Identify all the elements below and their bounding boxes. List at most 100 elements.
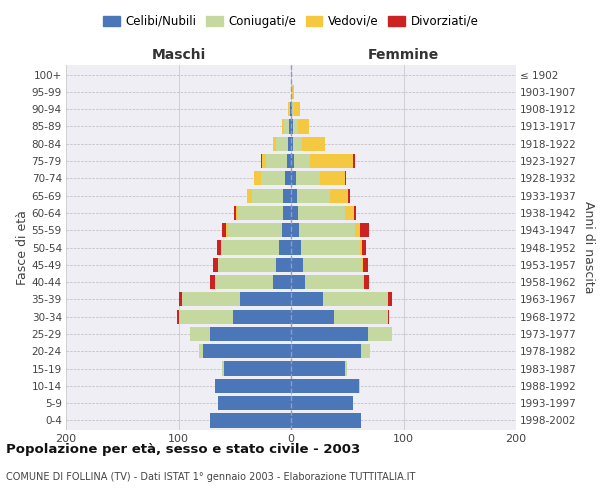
Bar [345, 206, 354, 220]
Bar [291, 362, 345, 376]
Bar [210, 275, 215, 289]
Bar [304, 258, 362, 272]
Bar [301, 240, 359, 254]
Bar [260, 154, 262, 168]
Bar [334, 310, 388, 324]
Bar [236, 206, 238, 220]
Bar [291, 68, 292, 82]
Bar [310, 154, 353, 168]
Bar [291, 102, 292, 116]
Bar [362, 240, 367, 254]
Bar [223, 223, 226, 238]
Bar [291, 327, 367, 341]
Bar [293, 136, 302, 151]
Bar [287, 136, 291, 151]
Bar [214, 258, 218, 272]
Bar [296, 188, 331, 202]
Bar [218, 258, 277, 272]
Bar [388, 310, 389, 324]
Bar [218, 396, 291, 410]
Bar [363, 275, 364, 289]
Bar [179, 292, 182, 306]
Bar [299, 223, 355, 238]
Bar [291, 379, 359, 393]
Bar [266, 154, 287, 168]
Y-axis label: Fasce di età: Fasce di età [16, 210, 29, 285]
Bar [367, 327, 392, 341]
Bar [296, 171, 320, 186]
Bar [273, 275, 291, 289]
Bar [182, 292, 241, 306]
Bar [331, 188, 349, 202]
Bar [260, 171, 286, 186]
Bar [254, 171, 260, 186]
Bar [199, 344, 203, 358]
Bar [290, 102, 291, 116]
Bar [203, 344, 291, 358]
Text: Femmine: Femmine [368, 48, 439, 62]
Bar [289, 102, 290, 116]
Bar [292, 102, 295, 116]
Bar [221, 240, 223, 254]
Bar [223, 362, 291, 376]
Bar [287, 154, 291, 168]
Bar [295, 102, 300, 116]
Bar [291, 120, 293, 134]
Bar [215, 379, 291, 393]
Bar [291, 240, 301, 254]
Text: COMUNE DI FOLLINA (TV) - Dati ISTAT 1° gennaio 2003 - Elaborazione TUTTITALIA.IT: COMUNE DI FOLLINA (TV) - Dati ISTAT 1° g… [6, 472, 415, 482]
Bar [359, 240, 362, 254]
Bar [190, 327, 210, 341]
Bar [291, 223, 299, 238]
Bar [210, 327, 291, 341]
Bar [210, 414, 291, 428]
Bar [223, 240, 278, 254]
Bar [284, 120, 289, 134]
Bar [293, 120, 298, 134]
Text: Maschi: Maschi [151, 48, 206, 62]
Bar [238, 206, 283, 220]
Legend: Celibi/Nubili, Coniugati/e, Vedovi/e, Divorziati/e: Celibi/Nubili, Coniugati/e, Vedovi/e, Di… [101, 12, 481, 30]
Bar [345, 362, 347, 376]
Bar [320, 171, 345, 186]
Bar [282, 120, 284, 134]
Bar [178, 310, 179, 324]
Bar [291, 188, 296, 202]
Bar [345, 171, 346, 186]
Bar [287, 102, 289, 116]
Bar [363, 258, 367, 272]
Bar [298, 120, 309, 134]
Bar [241, 292, 291, 306]
Bar [233, 310, 291, 324]
Bar [291, 292, 323, 306]
Bar [291, 414, 361, 428]
Bar [291, 396, 353, 410]
Bar [291, 344, 361, 358]
Bar [354, 206, 356, 220]
Bar [233, 206, 236, 220]
Bar [298, 206, 345, 220]
Bar [291, 310, 334, 324]
Bar [291, 275, 305, 289]
Bar [273, 136, 277, 151]
Y-axis label: Anni di nascita: Anni di nascita [583, 201, 595, 294]
Bar [247, 188, 251, 202]
Text: Popolazione per età, sesso e stato civile - 2003: Popolazione per età, sesso e stato civil… [6, 442, 360, 456]
Bar [283, 188, 291, 202]
Bar [262, 154, 266, 168]
Bar [283, 206, 291, 220]
Bar [305, 275, 363, 289]
Bar [291, 258, 304, 272]
Bar [362, 258, 363, 272]
Bar [286, 171, 291, 186]
Bar [359, 223, 368, 238]
Bar [291, 171, 296, 186]
Bar [291, 154, 295, 168]
Bar [355, 223, 359, 238]
Bar [291, 206, 298, 220]
Bar [278, 240, 291, 254]
Bar [295, 154, 310, 168]
Bar [361, 344, 370, 358]
Bar [302, 136, 325, 151]
Bar [364, 275, 368, 289]
